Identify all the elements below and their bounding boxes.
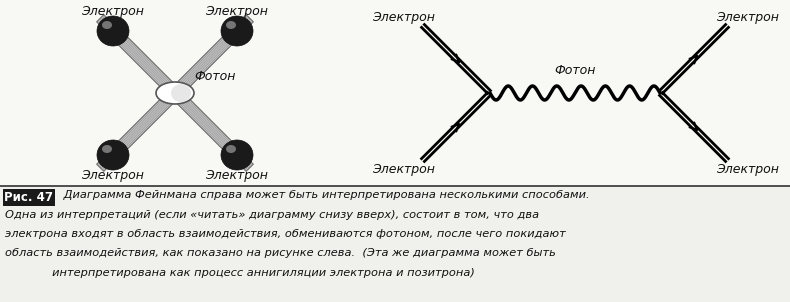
Text: область взаимодействия, как показано на рисунке слева.  (Эта же диаграмма может : область взаимодействия, как показано на …	[5, 249, 556, 259]
Text: Электрон: Электрон	[717, 11, 780, 24]
Text: Электрон: Электрон	[717, 162, 780, 175]
Ellipse shape	[171, 84, 191, 102]
Ellipse shape	[221, 16, 253, 46]
Ellipse shape	[97, 16, 129, 46]
Text: электрона входят в область взаимодействия, обмениваются фотоном, после чего поки: электрона входят в область взаимодействи…	[5, 229, 566, 239]
Text: Одна из интерпретаций (если «читать» диаграмму снизу вверх), состоит в том, что : Одна из интерпретаций (если «читать» диа…	[5, 210, 539, 220]
Text: Электрон: Электрон	[205, 169, 269, 182]
Text: интерпретирована как процесс аннигиляции электрона и позитрона): интерпретирована как процесс аннигиляции…	[5, 268, 475, 278]
Text: Электрон: Электрон	[373, 11, 435, 24]
Bar	[0, 186, 790, 302]
Polygon shape	[234, 152, 254, 171]
Text: Электрон: Электрон	[373, 162, 435, 175]
Text: Электрон: Электрон	[205, 5, 269, 18]
Text: Электрон: Электрон	[81, 169, 145, 182]
Polygon shape	[96, 15, 117, 34]
FancyBboxPatch shape	[3, 189, 55, 206]
Text: Фотон: Фотон	[555, 65, 596, 78]
Ellipse shape	[226, 145, 236, 153]
Text: Диаграмма Фейнмана справа может быть интерпретирована несколькими способами.: Диаграмма Фейнмана справа может быть инт…	[60, 190, 589, 200]
Polygon shape	[109, 89, 179, 159]
Ellipse shape	[226, 21, 236, 29]
Text: Электрон: Электрон	[81, 5, 145, 18]
Ellipse shape	[102, 21, 112, 29]
Ellipse shape	[156, 82, 194, 104]
Polygon shape	[109, 27, 179, 97]
Polygon shape	[171, 89, 241, 159]
Ellipse shape	[102, 145, 112, 153]
Text: Рис. 47: Рис. 47	[5, 191, 54, 204]
Text: Фотон: Фотон	[194, 70, 235, 83]
Polygon shape	[234, 15, 254, 34]
Ellipse shape	[97, 140, 129, 170]
Ellipse shape	[221, 140, 253, 170]
Polygon shape	[96, 152, 117, 171]
Polygon shape	[171, 27, 241, 97]
